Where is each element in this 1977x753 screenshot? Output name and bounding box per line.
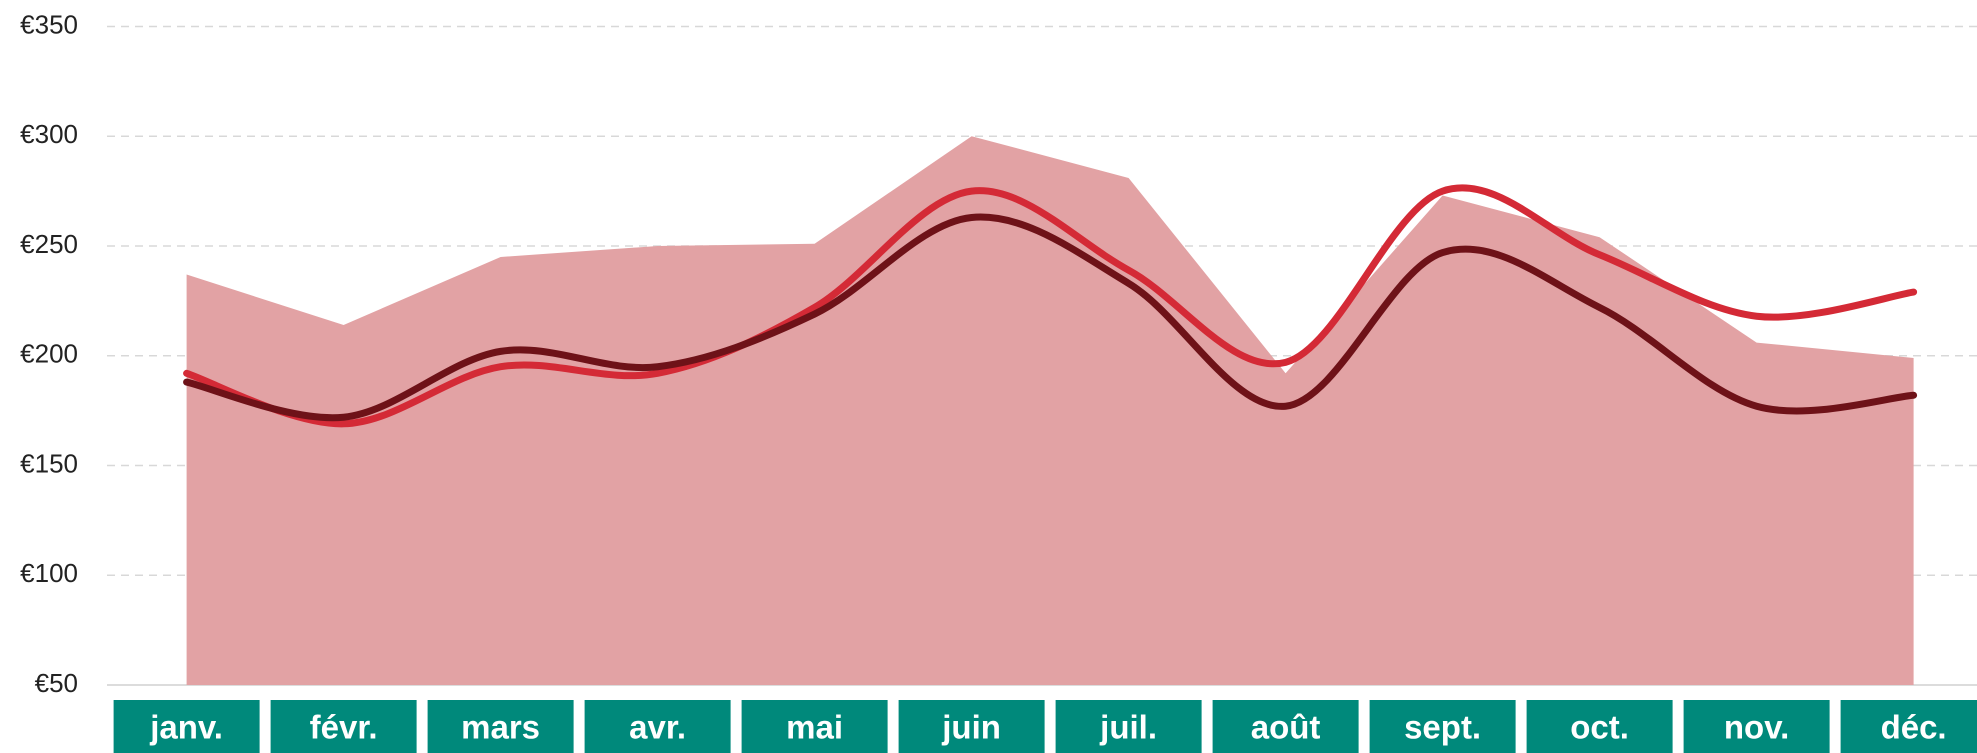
x-tick-label: juil. [1099, 709, 1157, 746]
category-box [1369, 700, 1516, 753]
y-tick-label: €300 [20, 119, 78, 149]
category-box [584, 700, 731, 753]
x-tick-label: déc. [1881, 709, 1947, 746]
x-tick-label: août [1251, 709, 1321, 746]
x-tick-label: mars [461, 709, 540, 746]
category-box [427, 700, 574, 753]
category-box [898, 700, 1045, 753]
y-tick-label: €100 [20, 558, 78, 588]
category-box [1526, 700, 1673, 753]
area [186, 136, 1914, 685]
x-tick-label: oct. [1570, 709, 1629, 746]
category-box [1212, 700, 1359, 753]
category-box [1683, 700, 1830, 753]
category-box [113, 700, 260, 753]
line [183, 213, 1918, 422]
x-tick-label: juin [941, 709, 1001, 746]
x-tick-label: avr. [629, 709, 686, 746]
x-tick-label: févr. [310, 709, 378, 746]
x-tick-label: mai [786, 709, 843, 746]
category-box [270, 700, 417, 753]
y-tick-label: €200 [20, 339, 78, 369]
category-box [1055, 700, 1202, 753]
x-tick-label: sept. [1404, 709, 1481, 746]
x-tick-label: nov. [1724, 709, 1789, 746]
category-box [1840, 700, 1977, 753]
y-tick-label: €150 [20, 448, 78, 478]
y-tick-label: €50 [35, 668, 78, 698]
category-box [741, 700, 888, 753]
y-tick-label: €350 [20, 9, 78, 39]
y-tick-label: €250 [20, 229, 78, 259]
line [183, 184, 1918, 428]
x-tick-label: janv. [149, 709, 223, 746]
